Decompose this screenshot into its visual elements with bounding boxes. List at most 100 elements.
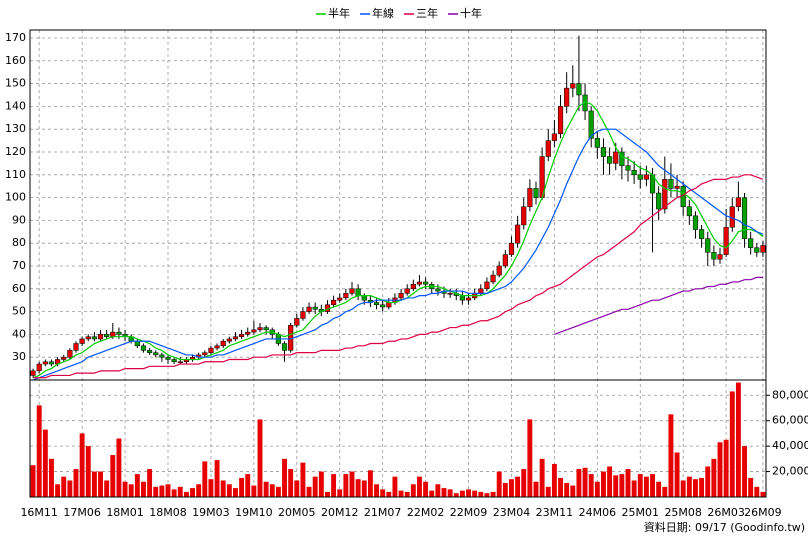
volume-bar	[337, 489, 343, 497]
volume-bar	[275, 486, 281, 497]
candle-body	[349, 288, 355, 294]
volume-bar	[447, 489, 453, 497]
candle-body	[423, 281, 429, 285]
candle-body	[214, 345, 220, 349]
candle-body	[692, 215, 699, 230]
candle-body	[306, 306, 312, 312]
volume-bar	[754, 486, 760, 497]
volume-bar	[110, 455, 116, 497]
x-tick-label: 22M02	[407, 506, 445, 519]
volume-bar	[392, 476, 398, 497]
x-tick-label: 19M03	[192, 506, 230, 519]
x-tick-label: 23M04	[493, 506, 531, 519]
volume-bar	[705, 466, 711, 497]
candle-body	[153, 352, 159, 356]
volume-bar	[594, 481, 600, 497]
ma-line	[32, 101, 764, 379]
volume-bar	[496, 471, 502, 497]
volume-bar	[159, 485, 165, 497]
candle-body	[502, 254, 508, 267]
volume-bar	[466, 489, 471, 497]
candle-body	[521, 206, 527, 226]
candle-body	[257, 327, 263, 331]
volume-bar	[643, 476, 649, 497]
volume-bar	[361, 480, 367, 497]
volume-bar	[386, 491, 392, 497]
volume-bar	[693, 479, 698, 497]
x-tick-label: 18M08	[149, 506, 187, 519]
candle-body	[202, 352, 208, 356]
candle-body	[533, 188, 539, 198]
candle-body	[159, 354, 165, 358]
x-tick-label: 17M06	[63, 506, 101, 519]
source-note: 資料日期: 09/17 (Goodinfo.tw)	[644, 520, 805, 534]
candle-body	[140, 345, 147, 351]
volume-bar	[128, 484, 134, 497]
candle-body	[607, 156, 613, 164]
candle-body	[557, 106, 564, 134]
volume-bar	[98, 471, 103, 497]
volume-bar	[674, 452, 680, 497]
volume-bar	[417, 476, 422, 497]
candle-body	[754, 247, 760, 253]
volume-bar	[134, 474, 140, 497]
candle-body	[331, 299, 337, 306]
volume-bar	[300, 462, 306, 497]
volume-bar	[453, 493, 459, 497]
candle-body	[496, 265, 502, 276]
volume-bar	[490, 491, 496, 497]
volume-bar	[61, 476, 67, 497]
volume-bar	[214, 460, 220, 497]
y-tick-label: 150	[5, 77, 26, 90]
candle-body	[711, 252, 717, 260]
y-tick-label: 80	[12, 236, 26, 249]
candle-body	[171, 359, 177, 363]
y-tick-label: 70	[12, 259, 26, 272]
volume-bar	[760, 491, 766, 497]
volume-bar	[502, 483, 508, 497]
volume-bar	[668, 414, 674, 497]
volume-bar	[42, 429, 48, 497]
x-tick-label: 19M10	[235, 506, 273, 519]
volume-bar	[79, 433, 85, 497]
volume-bar	[748, 477, 754, 497]
volume-bar	[582, 467, 588, 497]
volume-bar	[263, 481, 269, 497]
candle-body	[361, 295, 367, 301]
volume-bar	[30, 465, 36, 497]
candle-body	[245, 331, 251, 335]
candle-body	[97, 334, 104, 340]
candle-body	[42, 361, 48, 365]
candle-body	[435, 288, 441, 292]
candle-body	[600, 147, 607, 157]
candle-body	[177, 361, 183, 364]
candle-body	[373, 302, 380, 306]
volume-bar	[190, 488, 195, 497]
y-tick-label: 140	[5, 99, 26, 112]
candle-body	[717, 254, 723, 260]
volume-bar	[699, 477, 705, 497]
volume-bar	[116, 438, 122, 497]
x-tick-label: 25M01	[622, 506, 660, 519]
x-tick-label: 24M06	[579, 506, 617, 519]
volume-bar	[374, 484, 379, 497]
volume-bar	[282, 458, 287, 497]
candle-body	[263, 327, 269, 331]
candle-body	[79, 338, 85, 344]
volume-bar	[533, 481, 539, 497]
volume-bar	[650, 474, 655, 497]
candle-body	[631, 169, 637, 176]
candle-body	[337, 297, 343, 301]
y-tick-label: 50	[12, 305, 26, 318]
candle-body	[515, 224, 521, 244]
candle-body	[73, 343, 79, 351]
candle-body	[576, 83, 582, 96]
volume-bar	[318, 471, 324, 497]
volume-bar	[742, 446, 747, 497]
candle-body	[281, 343, 288, 351]
volume-bar	[208, 479, 214, 497]
candle-body	[699, 229, 705, 239]
volume-bar	[607, 466, 613, 497]
volume-bar	[686, 476, 692, 497]
